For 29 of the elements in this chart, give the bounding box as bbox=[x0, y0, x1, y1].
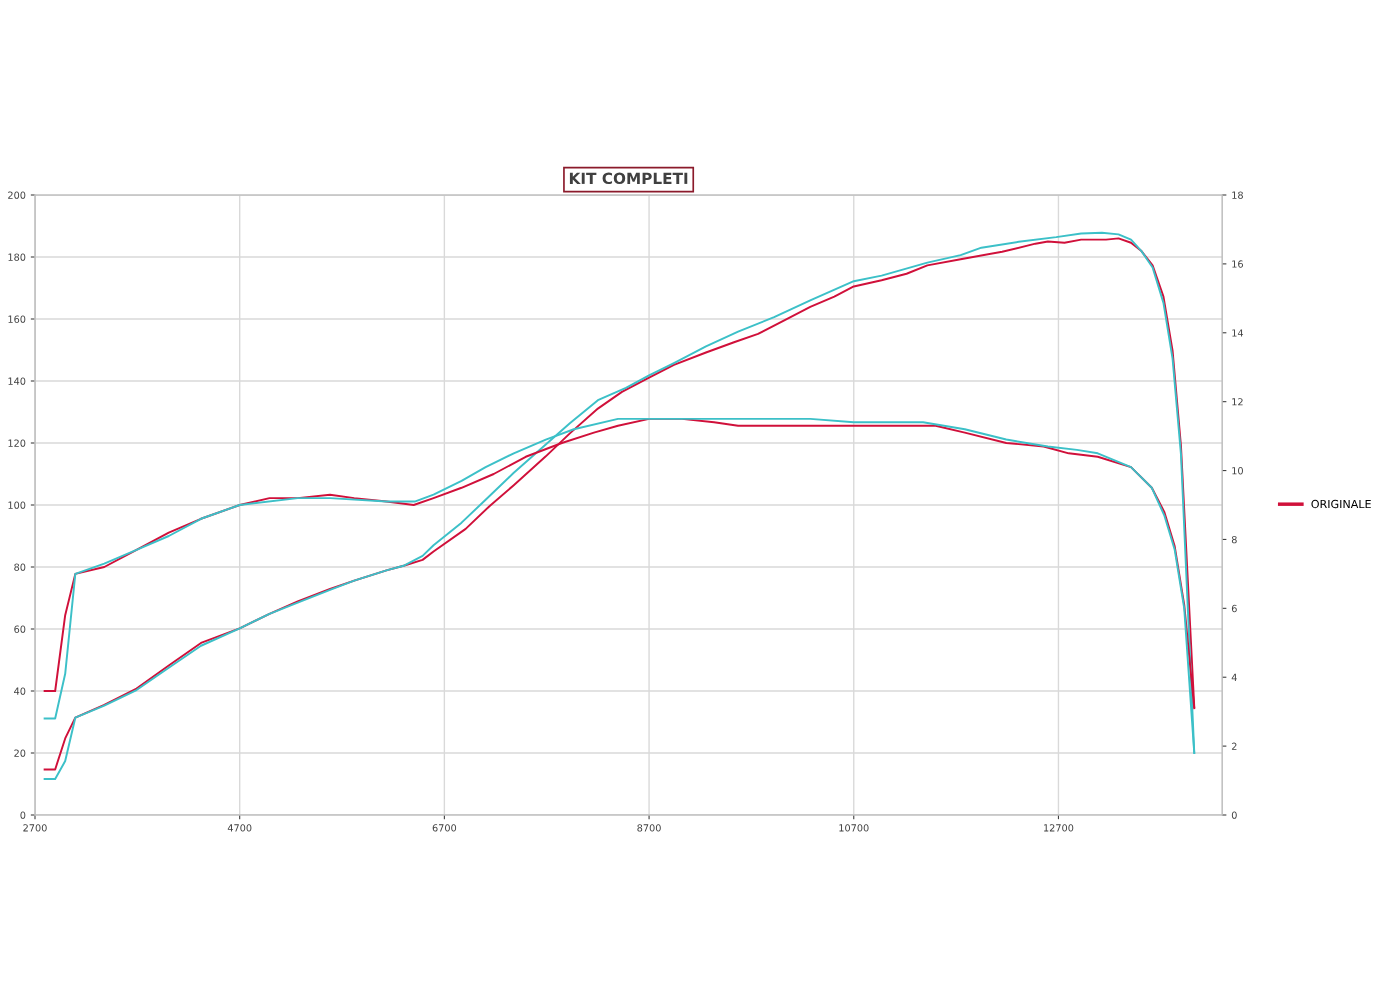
y-tick-label: 140 bbox=[8, 377, 26, 385]
x-tick-label: 10700 bbox=[839, 824, 869, 832]
y2-tick-label: 6 bbox=[1231, 604, 1237, 613]
y2-tick-label: 0 bbox=[1231, 811, 1237, 819]
y2-tick-label: 12 bbox=[1232, 398, 1243, 406]
x-tick-label: 12700 bbox=[1044, 824, 1074, 832]
x-tick-label: 6700 bbox=[432, 824, 457, 832]
x-tick-label: 4700 bbox=[227, 824, 252, 832]
y2-tick-label: 2 bbox=[1231, 742, 1237, 750]
y-tick-label: 120 bbox=[8, 439, 26, 447]
chart-title: KIT COMPLETI bbox=[569, 172, 688, 185]
y-tick-label: 40 bbox=[14, 687, 26, 695]
legend-label: ORIGINALE bbox=[1311, 499, 1371, 509]
y-tick-label: 100 bbox=[8, 501, 26, 509]
y-tick-label: 180 bbox=[8, 253, 26, 261]
y-tick-label: 80 bbox=[14, 563, 26, 571]
y2-tick-label: 4 bbox=[1231, 673, 1237, 681]
y-tick-label: 60 bbox=[14, 625, 26, 633]
y2-tick-label: 14 bbox=[1232, 329, 1244, 337]
y-tick-label: 0 bbox=[20, 811, 26, 819]
y-tick-label: 200 bbox=[8, 191, 26, 199]
y2-tick-label: 18 bbox=[1232, 191, 1243, 199]
y2-tick-label: 8 bbox=[1231, 535, 1237, 544]
x-tick-label: 2700 bbox=[23, 824, 47, 832]
y-tick-label: 160 bbox=[8, 315, 26, 323]
y-tick-label: 20 bbox=[14, 749, 26, 757]
y2-tick-label: 10 bbox=[1232, 467, 1243, 475]
x-tick-label: 8700 bbox=[637, 824, 661, 832]
y2-tick-label: 16 bbox=[1232, 260, 1243, 268]
